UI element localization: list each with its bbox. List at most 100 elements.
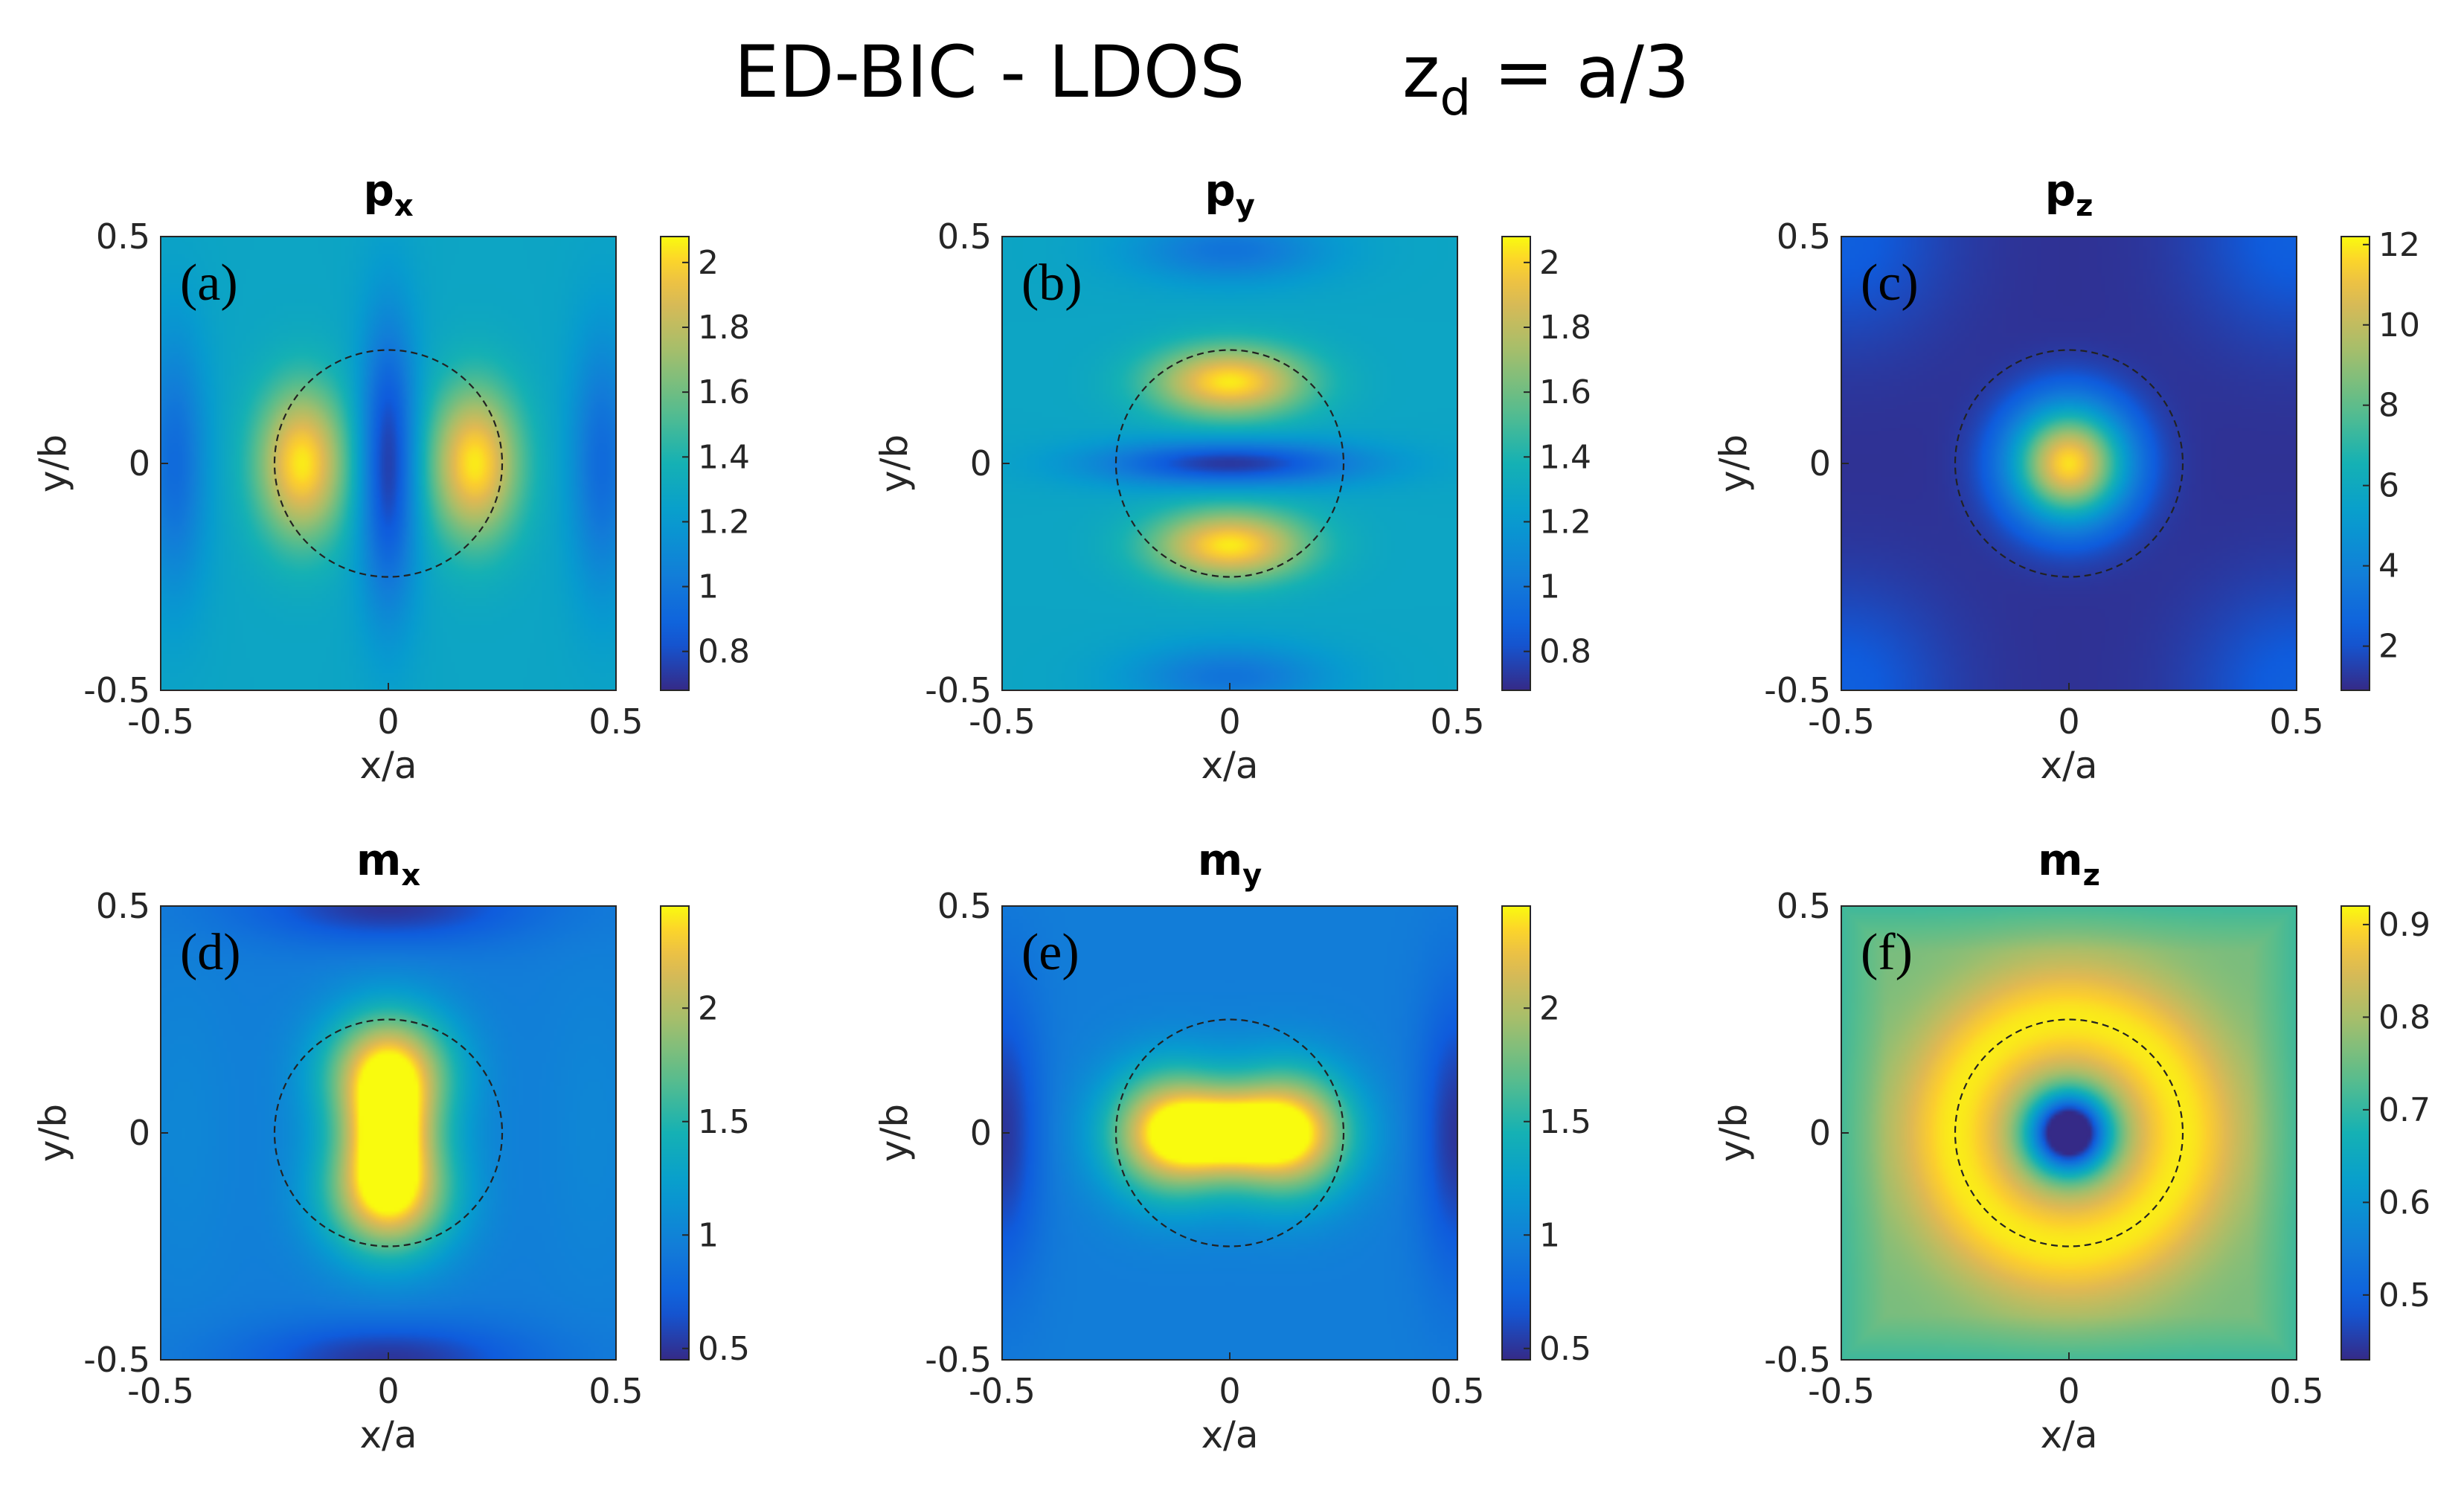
x-tick-label: 0: [1219, 701, 1240, 742]
colorbar-tick-label: 1.5: [698, 1103, 750, 1141]
y-axis-label: y/b: [1712, 434, 1755, 492]
colorbar-tick-label: 0.8: [1539, 633, 1591, 671]
resonator-outline-circle: [273, 1018, 504, 1247]
heatmap-image: [1002, 906, 1457, 1360]
panel-title-base: m: [356, 835, 401, 885]
colorbar-tick-label: 4: [2378, 547, 2399, 585]
panel-title-subscript: z: [2076, 189, 2093, 223]
heatmap-image: [161, 906, 616, 1360]
colorbar-tick-label: 1.6: [1539, 373, 1591, 411]
colorbar: [2341, 236, 2370, 691]
colorbar-tick-label: 2: [698, 989, 719, 1027]
x-axis-label: x/a: [2040, 744, 2097, 787]
panel-title-subscript: z: [2083, 858, 2100, 893]
colorbar-tick-label: 1: [698, 568, 719, 606]
x-tick-label: 0: [1219, 1371, 1240, 1411]
equation-rhs: = a/3: [1471, 30, 1690, 114]
x-tick-label: -0.5: [127, 1371, 194, 1411]
colorbar-tick-label: 1: [698, 1216, 719, 1254]
y-tick-label: 0.5: [937, 886, 992, 926]
panel-label: (b): [1021, 254, 1082, 312]
heatmap-image: [161, 237, 616, 690]
colorbar-tick-label: 1.8: [1539, 309, 1591, 347]
heatmap-image: [1002, 237, 1457, 690]
equation-variable: z: [1402, 30, 1440, 114]
x-tick-label: -0.5: [1808, 1371, 1875, 1411]
y-tick-label: 0: [129, 1113, 150, 1153]
y-tick-label: 0.5: [937, 216, 992, 257]
colorbar: [1501, 236, 1531, 691]
colorbar: [660, 236, 690, 691]
colorbar-tick-label: 1: [1539, 1216, 1560, 1254]
panel-c: -0.5 0 0.5 -0.5 0 0.5 x/a y/b pz (c) 2 4 6 8 10 12: [1712, 165, 2420, 787]
colorbar-tick-label: 0.8: [698, 633, 750, 671]
resonator-outline-circle: [273, 349, 504, 578]
x-tick-label: -0.5: [969, 1371, 1036, 1411]
resonator-outline-circle: [1114, 1018, 1345, 1247]
colorbar-tick-label: 1.4: [1539, 438, 1591, 476]
x-tick-label: 0.5: [1430, 1371, 1484, 1411]
colorbar-tick-label: 1.4: [698, 438, 750, 476]
colorbar-tick-label: 1.2: [1539, 503, 1591, 541]
panels: -0.5 0 0.5-0.500.5x/ay/bpx(a)0.811.21.41.6…: [31, 165, 2431, 1457]
panel-title-base: p: [363, 165, 394, 216]
panel-title-base: p: [1204, 165, 1236, 216]
panel-title: mz: [2038, 835, 2100, 893]
panel-title-base: m: [2038, 835, 2082, 885]
x-tick-label: 0.5: [2269, 1371, 2323, 1411]
y-tick-label: -0.5: [925, 670, 992, 710]
y-tick-label: 0: [1809, 443, 1831, 484]
x-axis-label: x/a: [359, 744, 417, 787]
y-tick-label: 0.5: [1777, 886, 1831, 926]
colorbar-tick-label: 1: [1539, 568, 1560, 606]
colorbar-tick-label: 6: [2378, 467, 2399, 505]
x-tick-label: 0.5: [2269, 701, 2323, 742]
colorbar-tick-label: 0.6: [2378, 1184, 2431, 1221]
x-axis-label: x/a: [2040, 1413, 2097, 1457]
y-tick-label: 0: [129, 443, 150, 484]
panel-title-subscript: y: [1236, 189, 1255, 223]
x-axis-label: x/a: [359, 1413, 417, 1457]
colorbar-tick-label: 0.5: [2378, 1276, 2431, 1314]
panel-f: -0.5 0 0.5 -0.5 0 0.5 x/a y/b mz (f) 0.5 0.6 0.7 0.8 0…: [1712, 835, 2431, 1457]
x-tick-label: -0.5: [969, 701, 1036, 742]
colorbar-tick-label: 2: [2378, 628, 2399, 666]
x-tick-label: -0.5: [127, 701, 194, 742]
y-tick-label: 0.5: [1777, 216, 1831, 257]
y-tick-label: 0: [970, 1113, 992, 1153]
colorbar-tick-label: 2: [698, 244, 719, 282]
y-axis-label: y/b: [31, 1104, 74, 1162]
colorbar-tick-label: 12: [2378, 226, 2420, 264]
panel-label: (d): [180, 924, 241, 981]
resonator-outline-circle: [1114, 349, 1345, 578]
x-tick-label: -0.5: [1808, 701, 1875, 742]
colorbar-tick-label: 0.5: [1539, 1330, 1591, 1368]
y-axis-label: y/b: [873, 434, 916, 492]
x-tick-label: 0: [377, 1371, 399, 1411]
x-tick-label: 0: [2058, 1371, 2079, 1411]
colorbar: [2341, 905, 2370, 1361]
panel-e: -0.5 0 0.5 -0.5 0 0.5 x/a y/b my (e) 0.5 1 1.5 2: [873, 835, 1591, 1457]
x-axis-label: x/a: [1201, 1413, 1258, 1457]
colorbar-tick-label: 1.2: [698, 503, 750, 541]
figure-title: ED-BIC - LDOS: [734, 30, 1245, 114]
y-tick-label: -0.5: [83, 670, 150, 710]
colorbar-tick-label: 2: [1539, 989, 1560, 1027]
y-tick-label: -0.5: [925, 1340, 992, 1380]
panel-d: -0.5 0 0.5 -0.5 0 0.5 x/a y/b mx (d) 0.5 1 1.5 2: [31, 835, 750, 1457]
panel-title-subscript: x: [394, 189, 414, 223]
colorbar-tick-label: 0.8: [2378, 998, 2431, 1036]
y-tick-label: 0: [1809, 1113, 1831, 1153]
panel-b: -0.5 0 0.5 -0.5 0 0.5 x/a y/b py (b) 0.8 1 1.2 1.4 1.6…: [873, 165, 1591, 787]
resonator-outline-circle: [1954, 1018, 2184, 1247]
panel-title-base: p: [2045, 165, 2076, 216]
y-axis-label: y/b: [873, 1104, 916, 1162]
panel-title: py: [1204, 165, 1255, 223]
x-tick-label: 0.5: [588, 701, 643, 742]
panel-label: (e): [1021, 924, 1079, 981]
y-axis-label: y/b: [1712, 1104, 1755, 1162]
colorbar: [660, 905, 690, 1361]
panel-label: (c): [1861, 254, 1919, 312]
y-axis-label: y/b: [31, 434, 74, 492]
colorbar-tick-label: 1.5: [1539, 1103, 1591, 1141]
